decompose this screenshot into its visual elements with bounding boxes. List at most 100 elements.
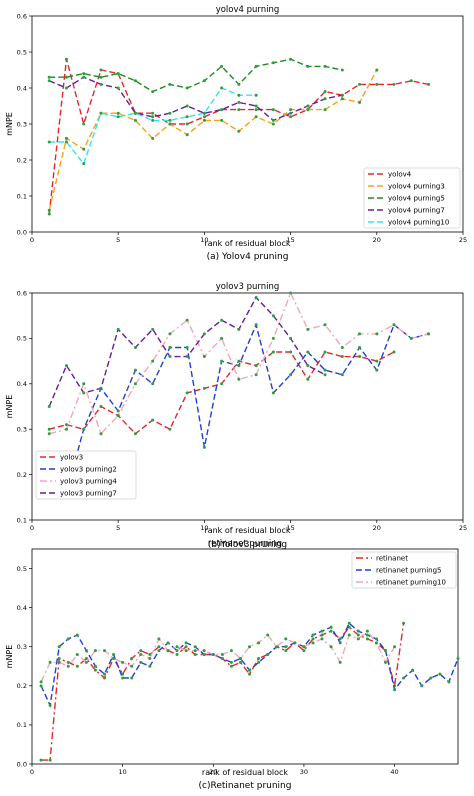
data-point xyxy=(151,115,155,119)
data-point xyxy=(82,427,86,431)
data-point xyxy=(311,633,315,637)
data-point xyxy=(237,364,241,368)
data-point xyxy=(429,676,433,680)
data-point xyxy=(358,355,362,359)
data-point xyxy=(168,118,172,122)
data-point xyxy=(185,391,189,395)
data-point xyxy=(365,629,369,633)
series-line xyxy=(48,296,326,407)
series-line xyxy=(41,623,405,761)
legend-item: yolov3 purning7 xyxy=(40,489,117,497)
x-tick-label: 5 xyxy=(116,524,120,532)
data-point xyxy=(151,382,155,386)
chart-title: yolov4 purning xyxy=(216,5,280,15)
data-point xyxy=(257,656,261,660)
data-point xyxy=(57,656,61,660)
data-point xyxy=(148,656,152,660)
data-point xyxy=(116,115,120,119)
data-point xyxy=(229,660,233,664)
data-point xyxy=(220,318,224,322)
data-point xyxy=(329,625,333,629)
legend-label: yolov4 purning3 xyxy=(388,182,445,190)
y-tick-label: 0.4 xyxy=(17,380,27,388)
data-point xyxy=(420,684,424,688)
data-point xyxy=(347,633,351,637)
data-point xyxy=(157,637,161,641)
y-tick-label: 0.2 xyxy=(17,471,27,479)
y-tick-label: 0.3 xyxy=(17,120,27,128)
legend-label: yolov4 purning5 xyxy=(388,194,445,202)
data-point xyxy=(133,432,137,436)
data-point xyxy=(66,637,70,641)
data-point xyxy=(289,336,293,340)
data-point xyxy=(66,664,70,668)
data-point xyxy=(139,660,143,664)
data-point xyxy=(64,75,68,79)
data-point xyxy=(338,637,342,641)
legend-item: yolov4 purning5 xyxy=(368,194,445,202)
data-point xyxy=(116,111,120,115)
data-point xyxy=(306,108,310,112)
data-point xyxy=(340,373,344,377)
data-point xyxy=(393,688,397,692)
legend: retinanet retinanet purning5 retinanet pur… xyxy=(351,551,457,589)
chart-2: 0 5 10 15 20 25 0.1 0.2 0.3 0.4 0.5 0.6 yolov3 purni… xyxy=(5,282,467,550)
data-point xyxy=(82,391,86,395)
data-point xyxy=(289,291,293,295)
data-point xyxy=(64,427,68,431)
data-point xyxy=(289,373,293,377)
data-point xyxy=(257,660,261,664)
legend-item: yolov3 purning4 xyxy=(40,477,117,485)
data-point xyxy=(411,668,415,672)
data-point xyxy=(271,108,275,112)
data-point xyxy=(184,649,188,653)
y-tick-label: 0.2 xyxy=(17,682,27,690)
data-point xyxy=(185,355,189,359)
data-point xyxy=(356,633,360,637)
x-tick-label: 10 xyxy=(118,768,126,776)
data-point xyxy=(402,676,406,680)
data-point xyxy=(438,672,442,676)
x-tick-label: 20 xyxy=(373,524,381,532)
data-point xyxy=(409,79,413,83)
data-point xyxy=(47,427,51,431)
data-point xyxy=(185,345,189,349)
data-point xyxy=(254,104,258,108)
y-tick-label: 0.5 xyxy=(17,48,27,56)
series-line xyxy=(48,59,429,215)
legend: yolov3 yolov3 purning2 yolov3 purning4 yolo… xyxy=(35,450,137,500)
legend-item: yolov3 xyxy=(40,453,83,461)
data-point xyxy=(47,208,51,212)
data-point xyxy=(365,637,369,641)
data-point xyxy=(427,332,431,336)
x-tick-label: 0 xyxy=(30,524,34,532)
data-point xyxy=(39,680,43,684)
x-tick-label: 10 xyxy=(200,236,208,244)
data-point xyxy=(84,660,88,664)
data-point xyxy=(133,345,137,349)
data-point xyxy=(237,129,241,133)
data-point xyxy=(289,115,293,119)
y-tick-label: 0.5 xyxy=(17,335,27,343)
data-point xyxy=(133,79,137,83)
data-point xyxy=(48,660,52,664)
series-line xyxy=(48,76,343,122)
data-point xyxy=(116,72,120,76)
data-point xyxy=(151,359,155,363)
data-point xyxy=(168,111,172,115)
data-point xyxy=(185,318,189,322)
x-tick-label: 25 xyxy=(459,524,467,532)
data-point xyxy=(375,332,379,336)
data-point xyxy=(185,115,189,119)
data-point xyxy=(82,382,86,386)
data-point xyxy=(133,368,137,372)
data-point xyxy=(220,382,224,386)
data-point xyxy=(447,680,451,684)
x-tick-label: 20 xyxy=(209,768,217,776)
y-tick-label: 0.1 xyxy=(17,192,27,200)
data-point xyxy=(99,82,103,86)
y-tick-label: 0.0 xyxy=(17,228,27,236)
data-point xyxy=(139,653,143,657)
data-point xyxy=(311,637,315,641)
data-point xyxy=(271,314,275,318)
